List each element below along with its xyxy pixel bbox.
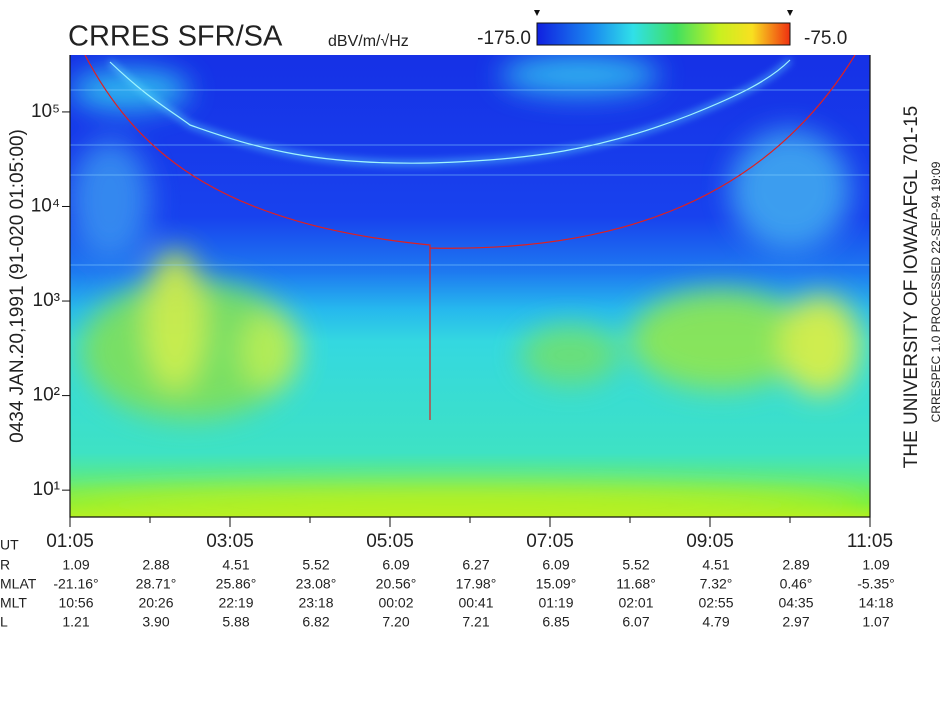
x-tick-label: 01:05 [46,531,94,552]
ephemeris-value: 20:26 [138,595,173,611]
ephemeris-value: 5.52 [622,557,649,573]
ephemeris-value: 22:19 [218,595,253,611]
left-label: 0434 JAN.20,1991 (91-020 01:05:00) [7,129,28,443]
ephemeris-value: 4.51 [222,557,249,573]
colorbar-tick-label: -75.0 [804,28,847,49]
colorbar-tick-label: -175.0 [477,28,531,49]
y-tick-label: 10³ [33,290,60,311]
right-label: THE UNIVERSITY OF IOWA/AFGL 701-15 [901,106,922,469]
ephemeris-value: 1.09 [862,557,889,573]
ephemeris-value: 02:55 [698,595,733,611]
y-tick-label: 10⁵ [31,101,60,122]
ephemeris-value: -5.35° [857,576,895,592]
ephemeris-value: 1.21 [62,614,89,630]
ephemeris-value: 5.52 [302,557,329,573]
ephemeris-value: 10:56 [58,595,93,611]
ephemeris-value: 1.07 [862,614,889,630]
ephemeris-value: 7.20 [382,614,409,630]
ephemeris-value: 7.32° [700,576,733,592]
ephemeris-value: 3.90 [142,614,169,630]
ephemeris-value: 15.09° [536,576,577,592]
ephemeris-value: 4.79 [702,614,729,630]
x-tick-label: 03:05 [206,531,254,552]
ephemeris-value: 2.97 [782,614,809,630]
y-tick-label: 10¹ [33,479,60,500]
ephemeris-value: 2.89 [782,557,809,573]
colorbar-label: dBV/m/√Hz [328,33,409,50]
ephemeris-value: 02:01 [618,595,653,611]
x-tick-label: 11:05 [847,531,893,552]
ephemeris-value: 00:02 [378,595,413,611]
right-sublabel: CRRESPEC 1.0 PROCESSED 22-SEP-94 19:09 [929,161,943,422]
ephemeris-value: -21.16° [53,576,98,592]
ephemeris-value: 6.27 [462,557,489,573]
ephemeris-value: 25.86° [216,576,257,592]
ephemeris-value: 04:35 [778,595,813,611]
ephemeris-value: 11.68° [616,576,656,592]
y-tick-label: 10⁴ [31,195,60,216]
chart-title: CRRES SFR/SA [68,21,283,53]
ephemeris-value: 23:18 [298,595,333,611]
ephemeris-value: 01:19 [538,595,573,611]
y-tick-label: 10² [33,385,60,406]
x-tick-label: 07:05 [526,531,574,552]
ephemeris-value: 20.56° [376,576,417,592]
x-tick-label: 09:05 [686,531,734,552]
ephemeris-value: 6.09 [542,557,569,573]
ephemeris-value: 00:41 [458,595,493,611]
x-axis-label: UT [0,537,19,553]
ephemeris-value: 5.88 [222,614,249,630]
ephemeris-value: 4.51 [702,557,729,573]
ephemeris-value: 7.21 [462,614,489,630]
ephemeris-value: 28.71° [136,576,177,592]
ephemeris-value: 6.07 [622,614,649,630]
ephemeris-value: 17.98° [456,576,497,592]
ephemeris-value: 23.08° [296,576,337,592]
ephemeris-value: 6.09 [382,557,409,573]
ephemeris-row-label: L [0,614,8,630]
colorbar-tick [534,10,540,16]
ephemeris-row-label: R [0,557,10,573]
x-tick-label: 05:05 [366,531,414,552]
ephemeris-value: 0.46° [780,576,813,592]
spectrogram [70,55,870,517]
colorbar-tick [787,10,793,16]
ephemeris-value: 6.82 [302,614,329,630]
ephemeris-value: 14:18 [858,595,893,611]
ephemeris-row-label: MLT [0,595,27,611]
ephemeris-value: 2.88 [142,557,169,573]
colorbar [536,22,791,46]
ephemeris-row-label: MLAT [0,576,37,592]
ephemeris-value: 1.09 [62,557,89,573]
ephemeris-value: 6.85 [542,614,569,630]
